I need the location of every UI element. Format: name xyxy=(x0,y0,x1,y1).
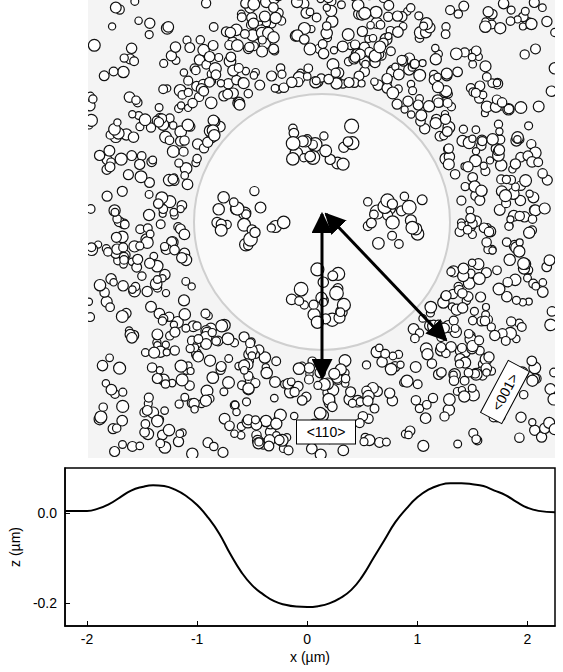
svg-text:1: 1 xyxy=(413,631,421,647)
svg-text:x (µm): x (µm) xyxy=(290,649,330,665)
svg-text:0: 0 xyxy=(303,631,311,647)
svg-text:0.0: 0.0 xyxy=(38,505,58,521)
svg-text:<110>: <110> xyxy=(307,424,346,440)
svg-text:-2: -2 xyxy=(81,631,94,647)
svg-text:-1: -1 xyxy=(191,631,204,647)
svg-text:-0.2: -0.2 xyxy=(33,595,57,611)
svg-text:<001>: <001> xyxy=(489,371,522,414)
svg-text:2: 2 xyxy=(524,631,532,647)
svg-text:z (µm): z (µm) xyxy=(7,527,23,567)
